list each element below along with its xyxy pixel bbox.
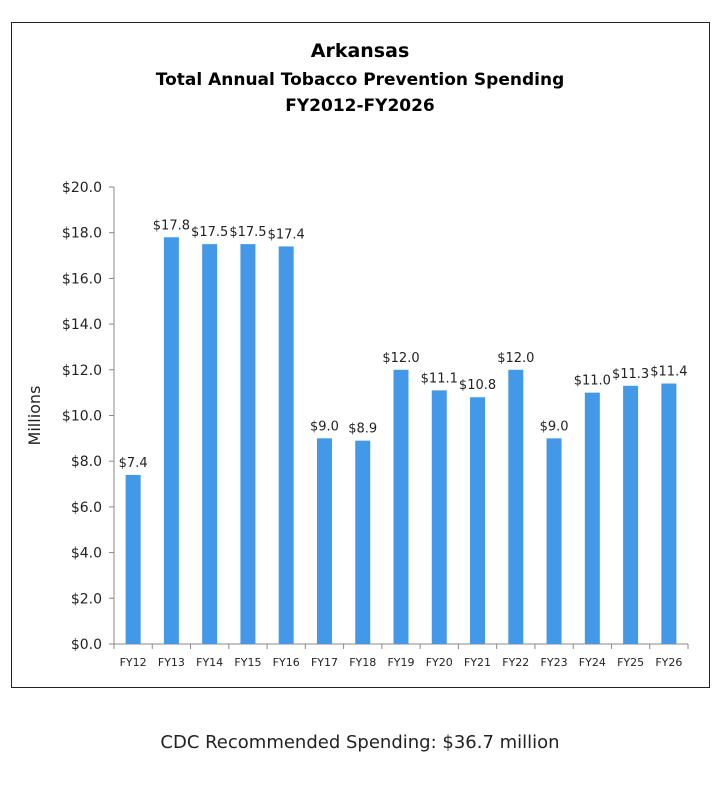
- y-tick-label: $16.0: [62, 271, 102, 287]
- bar-fy22: [508, 369, 524, 644]
- bar-fy13: [163, 237, 179, 644]
- x-tick-label: FY24: [579, 656, 606, 669]
- y-tick-label: $20.0: [62, 180, 102, 196]
- x-tick-label: FY21: [464, 656, 491, 669]
- x-tick-label: FY13: [158, 656, 185, 669]
- data-label: $12.0: [497, 351, 534, 366]
- x-tick-label: FY25: [617, 656, 644, 669]
- y-tick-label: $14.0: [62, 317, 102, 333]
- data-label: $9.0: [540, 419, 569, 434]
- x-tick-label: FY18: [349, 656, 376, 669]
- x-tick-label: FY26: [655, 656, 682, 669]
- chart-frame: [11, 22, 710, 688]
- bar-chart: $0.0 $2.0 $4.0 $6.0 $8.0 $10.0 $12.0 $14.0 $16.0…: [25, 180, 689, 669]
- bar-fy16: [278, 246, 294, 644]
- chart-subtitle-years: FY2012-FY2026: [285, 96, 435, 116]
- bar-fy14: [202, 244, 218, 644]
- bar-fy26: [661, 383, 677, 644]
- chart-subtitle: Total Annual Tobacco Prevention Spending: [155, 70, 565, 90]
- x-tick-label: FY19: [387, 656, 414, 669]
- y-tick-label: $6.0: [71, 500, 102, 516]
- data-label: $17.4: [268, 227, 305, 242]
- x-tick-label: FY12: [120, 656, 147, 669]
- x-tick-label: FY22: [502, 656, 529, 669]
- data-label: $11.0: [574, 374, 611, 389]
- y-axis-label: Millions: [25, 386, 44, 446]
- y-tick-label: $18.0: [62, 226, 102, 242]
- data-label: $9.0: [310, 419, 339, 434]
- y-tick-label: $0.0: [71, 637, 102, 653]
- data-label: $10.8: [459, 378, 496, 393]
- y-tick-label: $12.0: [62, 363, 102, 379]
- y-tick-label: $8.0: [71, 454, 102, 470]
- data-label: $7.4: [119, 456, 148, 471]
- bar-fy12: [125, 474, 141, 644]
- cdc-recommended-spending: CDC Recommended Spending: $36.7 million: [160, 732, 560, 753]
- bar-fy15: [240, 244, 256, 644]
- bar-fy21: [470, 397, 486, 644]
- bar-fy20: [431, 390, 447, 644]
- y-tick-label: $2.0: [71, 591, 102, 607]
- data-label: $8.9: [348, 422, 377, 437]
- data-label: $17.5: [229, 225, 266, 240]
- x-tick-label: FY17: [311, 656, 338, 669]
- data-label: $17.5: [191, 225, 228, 240]
- bar-fy19: [393, 369, 409, 644]
- y-tick-label: $4.0: [71, 546, 102, 562]
- bar-fy17: [316, 438, 332, 644]
- chart-title: Arkansas: [310, 40, 410, 62]
- bar-fy25: [623, 385, 639, 644]
- x-tick-label: FY14: [196, 656, 223, 669]
- x-tick-label: FY20: [426, 656, 453, 669]
- data-label: $11.4: [650, 365, 687, 380]
- x-tick-label: FY15: [234, 656, 261, 669]
- bar-fy24: [584, 392, 600, 644]
- x-tick-label: FY16: [273, 656, 300, 669]
- data-label: $12.0: [382, 351, 419, 366]
- x-tick-label: FY23: [541, 656, 568, 669]
- data-label: $11.1: [421, 371, 458, 386]
- bar-fy23: [546, 438, 562, 644]
- data-label: $11.3: [612, 367, 649, 382]
- bar-fy18: [355, 440, 371, 644]
- y-tick-label: $10.0: [62, 409, 102, 425]
- data-label: $17.8: [153, 218, 190, 233]
